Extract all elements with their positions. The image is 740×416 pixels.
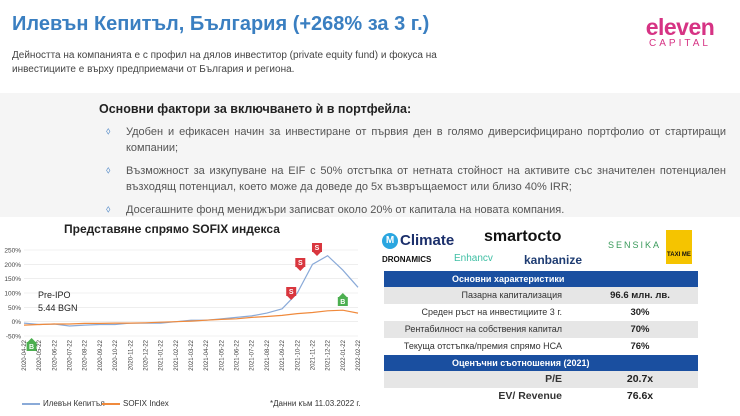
marker-label: S — [298, 260, 303, 267]
climate-m-icon: M — [382, 233, 398, 250]
y-tick-label: 150% — [4, 276, 21, 283]
table-row: Рентабилност на собствения капитал 70% — [384, 321, 698, 338]
key-factors-panel: Основни фактори за включването ѝ в портф… — [0, 93, 740, 217]
marker-arrow — [296, 267, 305, 271]
characteristics-header: Основни характеристики — [384, 271, 698, 287]
x-tick-label: 2020-04-22 — [22, 339, 28, 370]
annotation-label: Pre-IPO — [38, 290, 71, 300]
x-tick-label: 2022-01-22 — [341, 339, 347, 370]
marker-box — [286, 287, 297, 296]
data-date-note: *Данни към 11.03.2022 г. — [270, 399, 361, 408]
x-tick-label: 2021-07-22 — [250, 339, 256, 370]
performance-chart: 250% 200% 150% 100% 50% 0% -50%2020-04-22 2020-… — [4, 243, 362, 371]
marker-box — [337, 297, 348, 306]
key-factors-list: ⬨ Удобен и ефикасен начин за инвестиране … — [106, 124, 726, 225]
logo-subtitle: CAPITAL — [649, 38, 711, 49]
list-item: ⬨ Досегашните фонд мениджъри записват око… — [106, 204, 565, 216]
marker-arrow — [313, 252, 322, 256]
list-item: ⬨ Удобен и ефикасен начин за инвестиране … — [106, 126, 726, 154]
logo-wordmark: eleven — [645, 14, 715, 40]
legend-line — [102, 402, 120, 405]
diamond-bullet-icon: ⬨ — [106, 204, 111, 215]
marker-label: B — [29, 344, 34, 351]
x-tick-label: 2021-12-22 — [326, 339, 332, 370]
kanbanize-logo: kanbanize — [524, 253, 583, 267]
y-tick-label: 100% — [4, 291, 21, 298]
x-tick-label: 2020-12-22 — [143, 339, 149, 370]
diamond-bullet-icon: ⬨ — [106, 165, 111, 176]
climate-logo: M Climate — [382, 232, 454, 250]
table-row: P/E 20.7x — [384, 371, 698, 388]
legend-item-sofix: SOFIX Index — [102, 399, 169, 408]
legend-item-eleven: Илевън Кепитъл — [22, 399, 105, 408]
x-tick-label: 2020-10-22 — [113, 339, 119, 370]
y-tick-label: -50% — [6, 334, 21, 341]
x-tick-label: 2020-09-22 — [98, 339, 104, 370]
x-tick-label: 2021-11-22 — [310, 339, 316, 370]
marker-arrow — [27, 338, 36, 342]
marker-label: S — [315, 245, 320, 252]
x-tick-label: 2021-10-22 — [295, 339, 301, 370]
legend-line — [22, 402, 40, 405]
table-row: EV/ Revenue 76.6x — [498, 390, 654, 402]
marker-box — [26, 342, 37, 351]
y-tick-label: 250% — [4, 248, 21, 255]
annotation-label: 5.44 BGN — [38, 303, 78, 313]
y-tick-label: 200% — [4, 262, 21, 269]
diamond-bullet-icon: ⬨ — [106, 126, 111, 137]
x-tick-label: 2020-08-22 — [83, 339, 89, 370]
sensika-logo: SENSIKA — [608, 240, 662, 250]
characteristics-table: Основни характеристики Пазарна капитализ… — [384, 271, 698, 405]
x-tick-label: 2021-02-22 — [174, 339, 180, 370]
x-tick-label: 2022-02-22 — [356, 339, 362, 370]
marker-arrow — [338, 293, 347, 297]
x-tick-label: 2020-07-22 — [68, 339, 74, 370]
marker-box — [312, 243, 323, 252]
x-tick-label: 2021-04-22 — [204, 339, 210, 370]
y-tick-label: 50% — [8, 305, 21, 312]
table-row: Пазарна капитализация 96.6 млн. лв. — [384, 287, 698, 304]
table-row: Среден ръст на инвестициите 3 г. 30% — [421, 307, 650, 318]
x-tick-label: 2020-06-22 — [52, 339, 58, 370]
portfolio-logos: M Climate smartocto SENSIKA TAXI ME DRONA… — [382, 228, 692, 270]
eleven-capital-logo: eleven CAPITAL — [634, 16, 726, 50]
chart-title: Представяне спрямо SOFIX индекса — [64, 222, 280, 236]
x-tick-label: 2021-09-22 — [280, 339, 286, 370]
key-factors-title: Основни фактори за включването ѝ в портф… — [99, 102, 412, 116]
x-tick-label: 2021-06-22 — [235, 339, 241, 370]
series-line-1 — [23, 309, 359, 326]
company-description: Дейността на компанията е с профил на дя… — [12, 50, 437, 75]
enhancv-logo: Enhancv — [454, 253, 493, 264]
ratios-header: Оценъчни съотношения (2021) — [384, 355, 698, 371]
marker-box — [295, 258, 306, 267]
marker-label: B — [340, 299, 345, 306]
series-line-0 — [23, 254, 359, 327]
dronamics-logo: DRONAMICS — [382, 255, 432, 264]
x-tick-label: 2020-05-22 — [37, 339, 43, 370]
list-item: ⬨ Възможност за изкупуване на EIF с 50% о… — [106, 165, 726, 193]
x-tick-label: 2020-11-22 — [128, 339, 134, 370]
marker-arrow — [287, 296, 296, 300]
x-tick-label: 2021-05-22 — [219, 339, 225, 370]
y-tick-label: 0% — [12, 319, 22, 326]
taxime-logo: TAXI ME — [666, 230, 692, 264]
x-tick-label: 2021-08-22 — [265, 339, 271, 370]
marker-label: S — [289, 289, 294, 296]
table-row: Текуща отстъпка/премия спрямо НСА 76% — [403, 341, 650, 352]
smartocto-logo: smartocto — [484, 228, 562, 245]
x-tick-label: 2021-01-22 — [159, 339, 165, 370]
x-tick-label: 2021-03-22 — [189, 339, 195, 370]
page-title: Илевън Кепитъл, България (+268% за 3 г.) — [12, 13, 430, 35]
